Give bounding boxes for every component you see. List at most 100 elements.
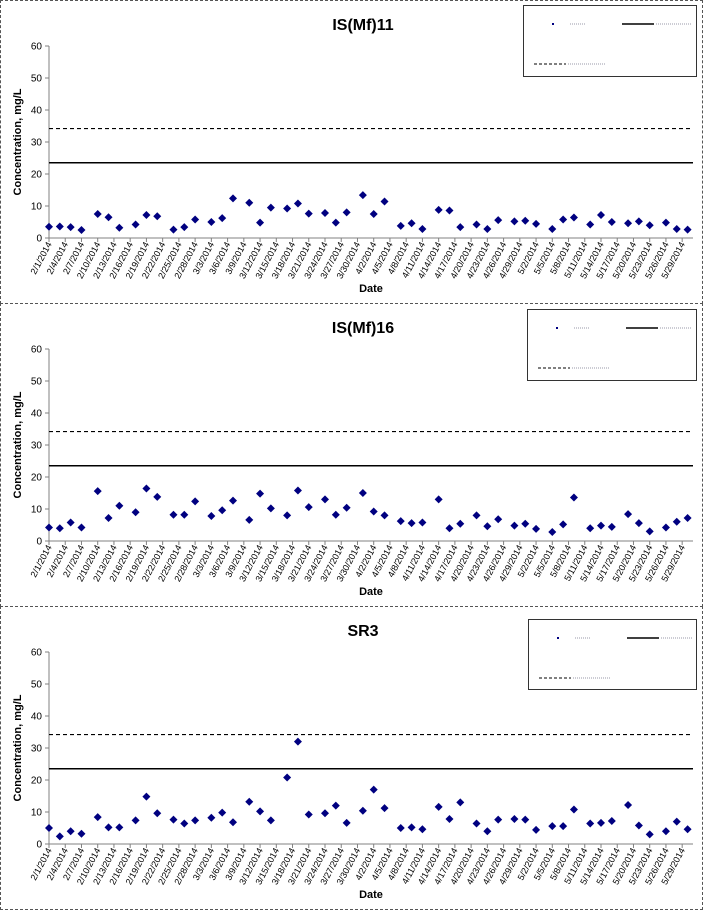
data-point	[77, 523, 86, 532]
data-point	[683, 225, 692, 234]
data-point	[293, 199, 302, 208]
data-point	[396, 824, 405, 832]
data-point	[569, 805, 578, 814]
data-point	[304, 810, 313, 819]
y-tick-label: 30	[31, 441, 43, 452]
data-point	[456, 519, 465, 528]
data-point	[521, 815, 530, 824]
data-point	[153, 212, 162, 221]
data-point	[45, 523, 53, 532]
data-point	[559, 520, 568, 529]
data-point	[521, 519, 530, 528]
data-point	[672, 517, 681, 526]
x-axis-label: Date	[359, 889, 383, 901]
data-point	[645, 527, 654, 536]
data-point	[369, 507, 378, 516]
data-point	[380, 197, 389, 206]
data-point	[266, 504, 275, 513]
data-point	[93, 487, 102, 496]
y-tick-label: 10	[31, 505, 43, 516]
data-point	[142, 210, 151, 219]
data-point	[645, 830, 654, 839]
data-point	[256, 807, 265, 816]
data-point	[142, 792, 151, 801]
data-point	[245, 515, 254, 524]
data-point	[45, 824, 53, 832]
data-point	[153, 809, 162, 818]
data-point	[321, 495, 329, 504]
data-point	[559, 215, 568, 224]
data-point	[55, 832, 64, 841]
data-point	[634, 821, 643, 830]
data-point	[342, 503, 351, 512]
data-point	[304, 209, 313, 218]
chart-title: IS(Mf)11	[332, 17, 393, 34]
data-point	[472, 819, 481, 828]
y-tick-label: 40	[31, 106, 43, 117]
y-tick-label: 20	[31, 473, 43, 484]
data-point	[342, 208, 351, 217]
data-point	[396, 517, 405, 526]
data-point	[548, 822, 557, 831]
data-point	[661, 827, 670, 836]
data-point	[191, 816, 200, 825]
data-point	[266, 203, 275, 212]
y-axis-label: Concentration, mg/L	[12, 694, 24, 801]
data-point	[672, 817, 681, 826]
data-point	[434, 205, 443, 214]
data-point	[445, 206, 454, 215]
y-tick-label: 0	[36, 234, 42, 245]
data-point	[104, 513, 113, 522]
data-point	[66, 518, 75, 527]
y-tick-label: 20	[31, 776, 43, 787]
chart-1: IS(Mf)11 Concentration, mg/L 0 10 20 30 40 50 60…	[12, 17, 693, 295]
data-point	[472, 220, 481, 229]
data-point	[191, 497, 200, 506]
data-point	[624, 510, 633, 519]
data-point	[569, 493, 578, 502]
data-point	[358, 191, 367, 200]
chart-panel-2: IS(Mf)16 Concentration, mg/L 0 10 20 30 40 50 60…	[0, 303, 703, 607]
data-point	[510, 217, 519, 226]
data-point	[93, 210, 102, 218]
data-point	[597, 210, 605, 219]
data-point	[266, 816, 275, 825]
x-axis-label: Date	[359, 283, 383, 295]
data-point	[483, 225, 492, 234]
data-point	[358, 489, 367, 497]
data-point	[131, 816, 140, 825]
data-point	[218, 808, 227, 817]
y-tick-label: 40	[31, 409, 43, 420]
data-point	[445, 815, 454, 824]
data-point	[283, 204, 292, 213]
data-point	[191, 215, 200, 224]
data-point	[218, 214, 227, 223]
data-point	[586, 524, 595, 533]
chart-legend-1	[523, 5, 697, 77]
data-point	[131, 220, 140, 229]
data-point	[380, 511, 389, 520]
data-point	[521, 216, 530, 225]
data-point	[607, 816, 616, 825]
data-point	[169, 225, 178, 234]
chart-legend-3	[528, 619, 697, 690]
data-point	[472, 511, 481, 520]
data-point	[418, 225, 427, 234]
data-point	[510, 521, 519, 530]
data-point	[532, 524, 541, 533]
chart-panel-3: SR3 Concentration, mg/L 0 10 20 30 40 50 60 2/1/2…	[0, 606, 703, 910]
y-tick-label: 30	[31, 138, 43, 149]
data-point	[142, 484, 151, 493]
data-point	[369, 210, 378, 218]
y-tick-label: 60	[31, 345, 43, 356]
y-tick-label: 30	[31, 744, 43, 755]
data-point	[331, 510, 340, 519]
data-point	[672, 225, 681, 234]
data-point	[131, 508, 140, 517]
y-axis-label: Concentration, mg/L	[12, 88, 24, 195]
y-tick-label: 0	[36, 840, 42, 851]
data-point	[661, 218, 670, 227]
data-point	[683, 513, 692, 522]
data-point	[532, 825, 541, 834]
y-tick-label: 10	[31, 808, 43, 819]
